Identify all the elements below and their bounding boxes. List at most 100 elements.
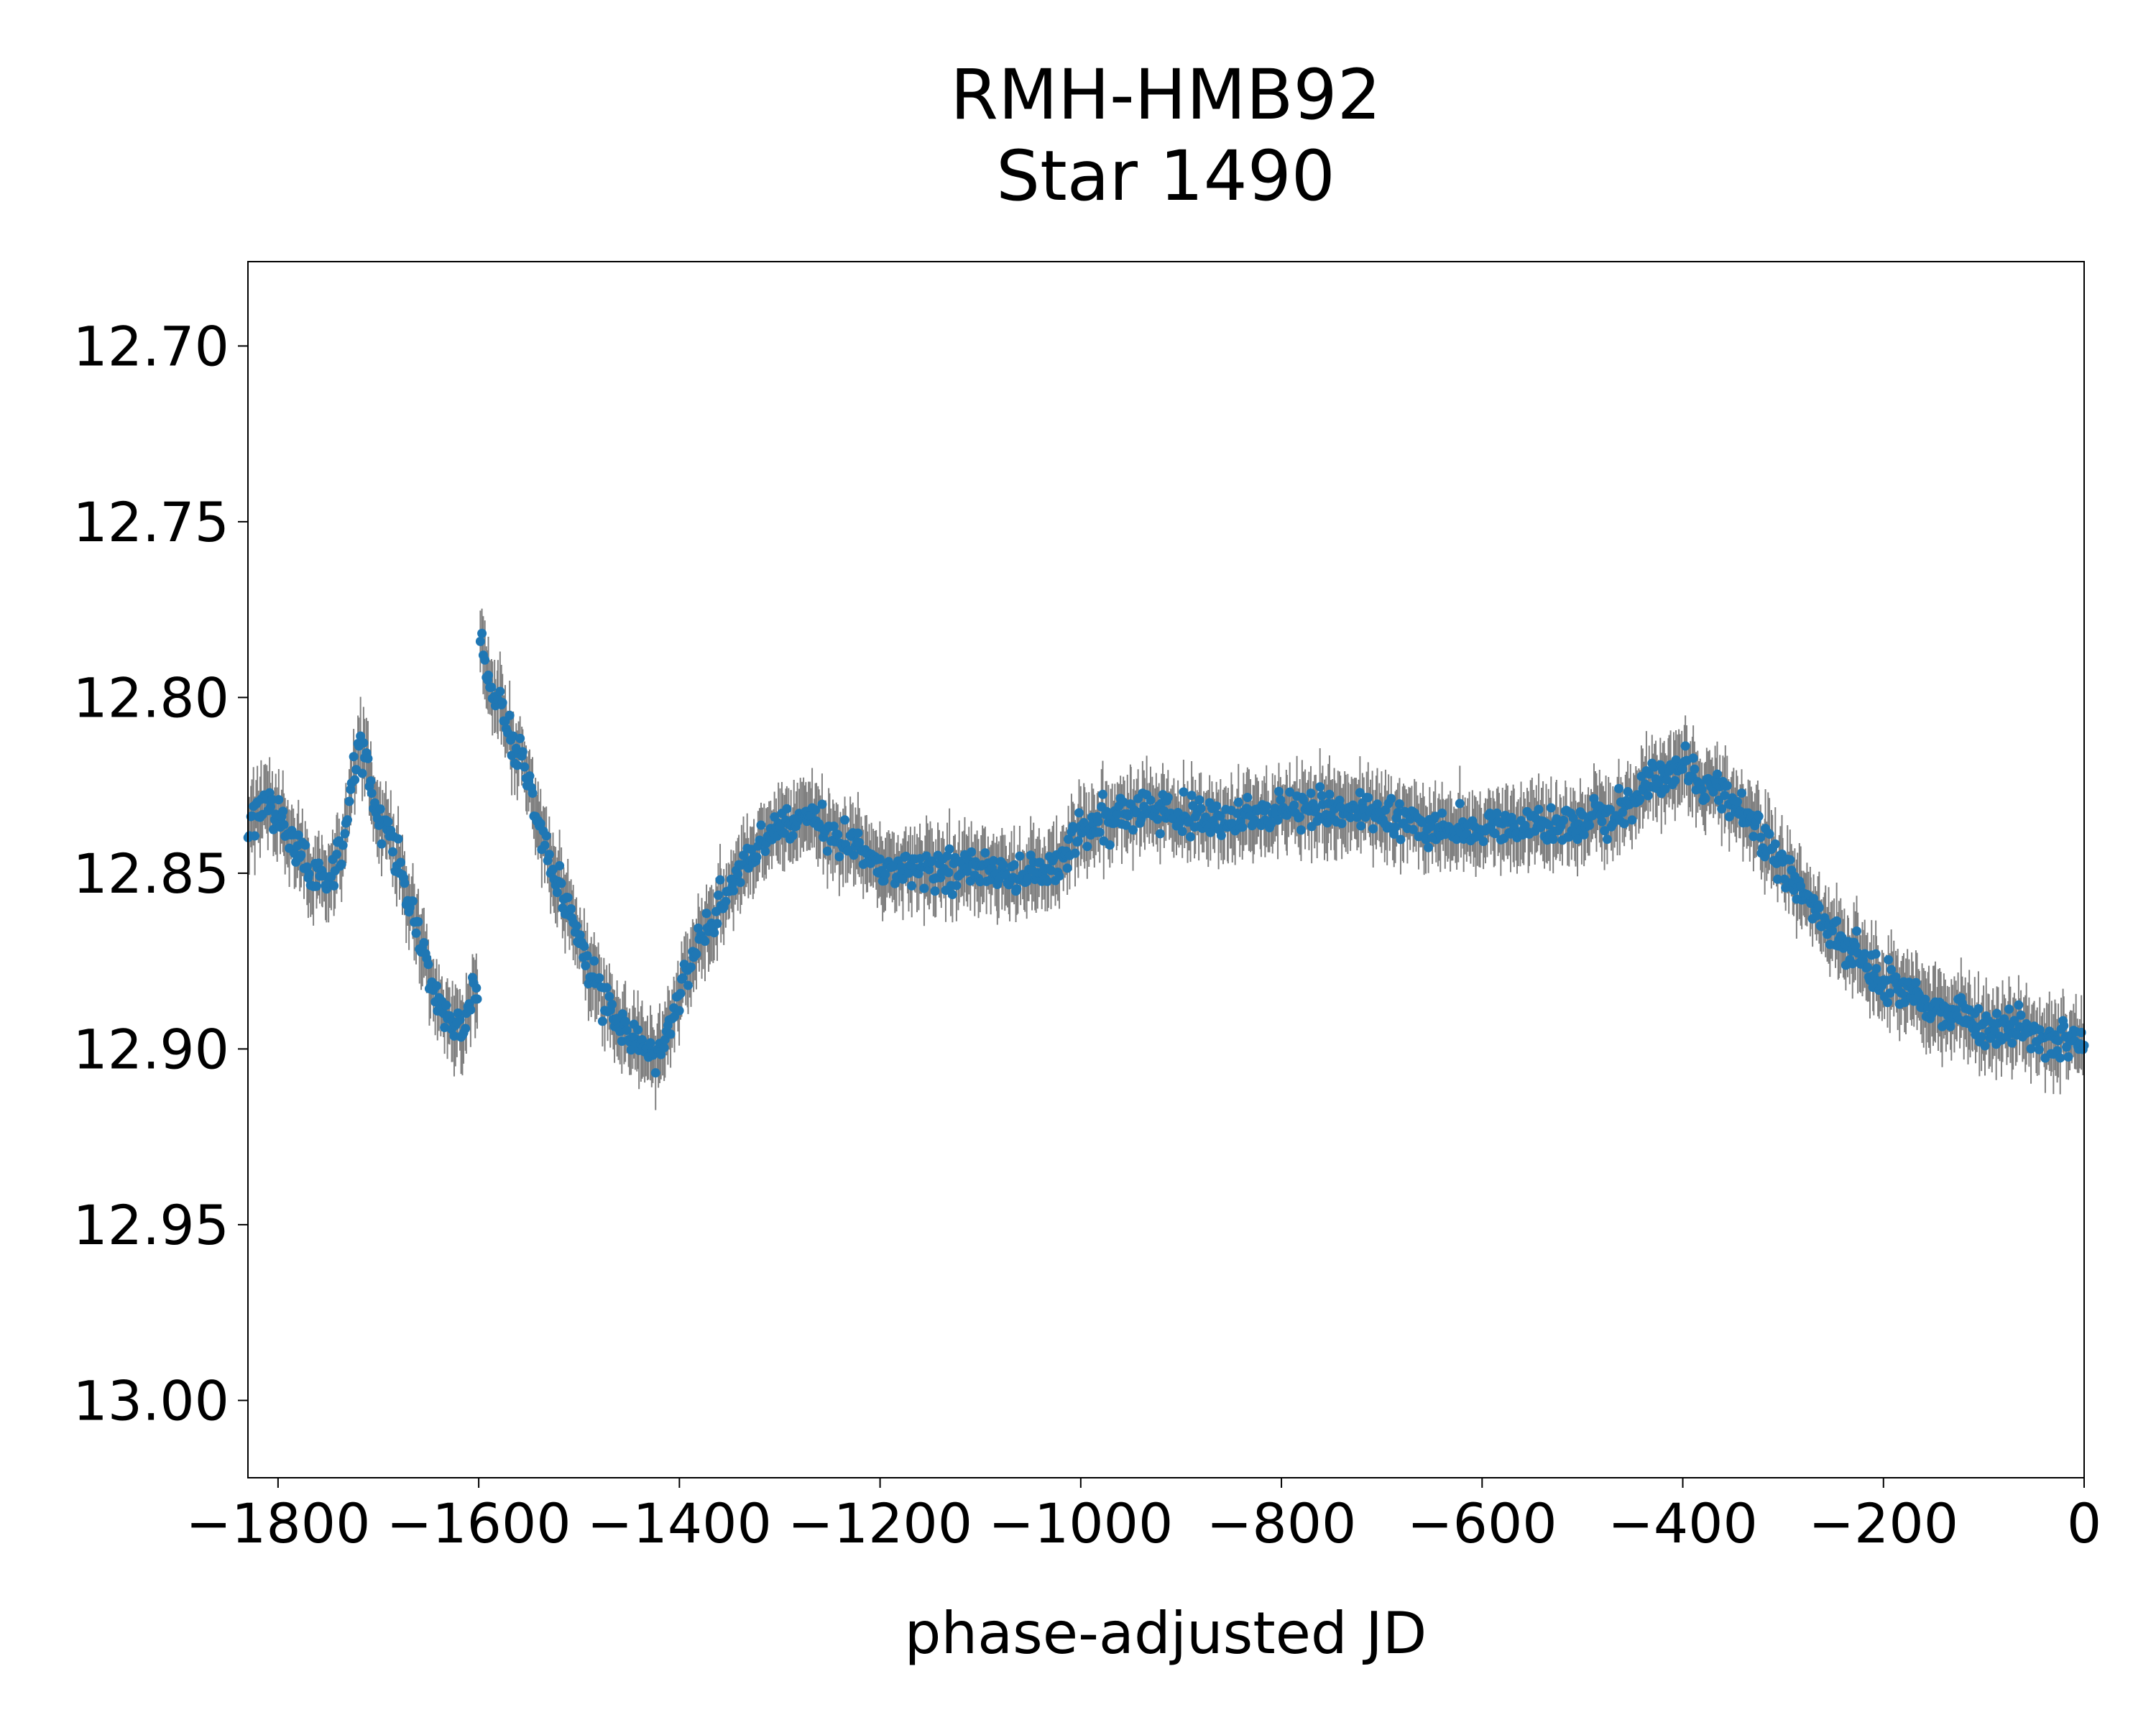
data-point — [2055, 1053, 2065, 1063]
data-point — [520, 762, 530, 772]
data-point — [1871, 949, 1881, 959]
data-point — [686, 962, 696, 972]
data-point — [834, 852, 844, 862]
data-point — [1700, 794, 1710, 804]
data-point — [927, 856, 937, 866]
data-point — [1660, 784, 1670, 794]
data-point — [552, 888, 562, 898]
data-point — [1155, 829, 1165, 839]
data-point — [1992, 1008, 2002, 1018]
data-point — [944, 844, 954, 854]
data-point — [1980, 1041, 1990, 1051]
data-point — [1851, 941, 1861, 951]
data-point — [369, 798, 379, 808]
data-point — [497, 698, 507, 708]
data-point — [833, 829, 843, 840]
data-point — [1311, 804, 1321, 814]
y-tick-label: 12.80 — [73, 666, 229, 730]
data-point — [2014, 1000, 2024, 1010]
data-point — [1102, 806, 1112, 816]
data-point — [622, 1026, 632, 1036]
data-point — [1722, 781, 1732, 791]
data-point — [505, 710, 515, 720]
data-point — [729, 886, 739, 896]
data-point — [980, 848, 990, 858]
data-point — [907, 880, 917, 891]
data-point — [540, 840, 550, 850]
data-point — [541, 831, 551, 841]
data-point — [515, 733, 525, 743]
data-point — [930, 886, 940, 896]
chart-title: RMH-HMB92 Star 1490 — [950, 55, 1381, 216]
data-point — [694, 923, 704, 933]
data-point — [1194, 795, 1204, 805]
data-point — [854, 837, 865, 847]
data-point — [1201, 812, 1211, 822]
data-point — [1920, 994, 1930, 1004]
data-point — [1546, 803, 1556, 813]
data-point — [1773, 874, 1783, 884]
data-point — [782, 804, 792, 814]
data-point — [1128, 825, 1138, 835]
data-point — [338, 840, 348, 850]
data-point — [367, 788, 377, 799]
data-point — [1146, 795, 1156, 805]
data-point — [1391, 822, 1401, 832]
data-point — [1976, 1032, 1986, 1042]
data-point — [944, 868, 954, 878]
data-point — [903, 868, 913, 878]
data-point — [1568, 813, 1578, 823]
data-point — [735, 878, 745, 888]
data-point — [1372, 799, 1382, 809]
data-point — [1123, 811, 1133, 821]
data-point — [340, 829, 350, 839]
data-point — [898, 874, 908, 884]
data-point — [349, 752, 359, 762]
data-point — [387, 847, 397, 857]
data-point — [1289, 800, 1299, 810]
data-point — [484, 671, 494, 681]
data-point — [2053, 1036, 2063, 1046]
data-point — [637, 1035, 647, 1045]
data-point — [331, 850, 341, 860]
data-point — [1009, 860, 1019, 870]
data-point — [535, 819, 545, 829]
data-point — [1093, 816, 1103, 827]
x-tick-label: −200 — [1808, 1491, 1958, 1555]
data-point — [1884, 954, 1894, 965]
data-point — [1832, 916, 1842, 926]
data-point — [1296, 825, 1306, 835]
x-tick-label: −600 — [1407, 1491, 1557, 1555]
data-point — [1073, 836, 1083, 846]
x-tick-label: −800 — [1207, 1491, 1357, 1555]
data-point — [1042, 876, 1052, 886]
data-point — [383, 816, 393, 827]
data-point — [411, 928, 421, 938]
data-point — [947, 890, 957, 900]
data-point — [1644, 769, 1654, 779]
data-point — [449, 1031, 459, 1041]
data-point — [633, 1025, 643, 1035]
data-point — [300, 840, 310, 850]
data-point — [1614, 783, 1624, 794]
data-point — [1097, 789, 1107, 799]
data-point — [1623, 786, 1633, 796]
data-point — [495, 686, 505, 696]
data-point — [1490, 829, 1500, 839]
data-point — [1074, 808, 1084, 818]
data-point — [1426, 822, 1436, 832]
data-point — [1756, 832, 1766, 842]
data-point — [2053, 1046, 2063, 1056]
data-point — [1238, 822, 1248, 832]
data-point — [582, 951, 592, 961]
data-point — [455, 1015, 465, 1025]
data-point — [1295, 812, 1305, 822]
data-point — [713, 891, 723, 901]
data-point — [1015, 851, 1025, 861]
data-point — [555, 860, 565, 870]
data-point — [919, 883, 929, 893]
data-point — [1785, 855, 1795, 865]
data-point — [1654, 778, 1664, 788]
data-point — [1216, 830, 1226, 840]
data-point — [1177, 827, 1187, 837]
